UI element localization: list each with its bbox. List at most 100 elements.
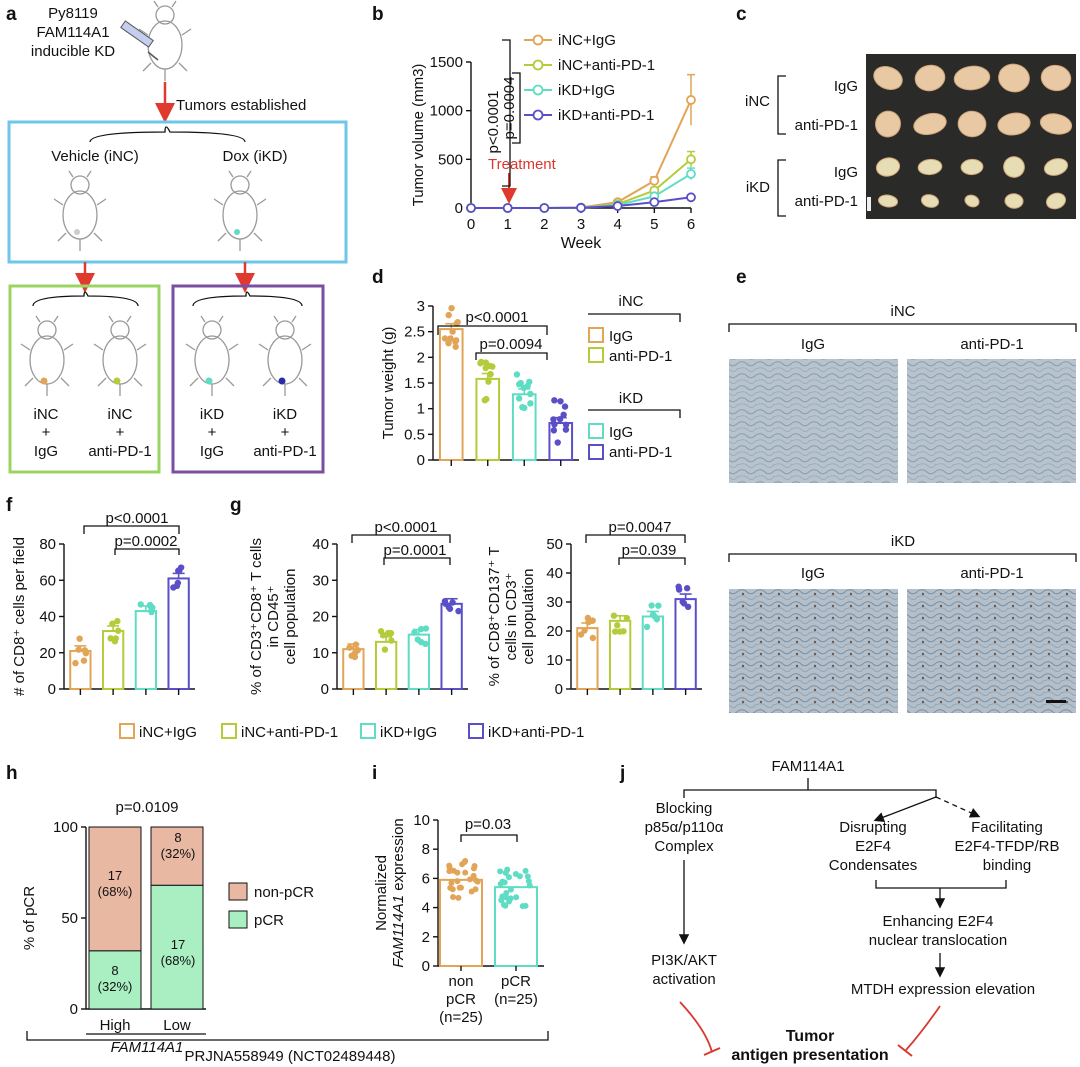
y-tick-label: 40 [39,609,56,626]
panel-j-letter: j [619,763,625,784]
data-point [505,874,512,881]
flow-node: antigen presentation [731,1047,888,1064]
data-point [516,873,523,880]
data-point [489,363,496,370]
brace [89,126,246,143]
panel-e: e iNC IgG anti-PD-1 iKD IgG anti-PD-1 [728,267,1077,713]
x-tick-label: pCR [446,991,476,1008]
y-tick-label: 0.5 [404,426,425,443]
tumor-dot [74,229,80,235]
data-point [449,599,456,606]
data-point [388,637,395,644]
bracket [777,159,786,217]
data-point [487,370,494,378]
row-label: IgG [834,78,858,95]
data-point [112,635,119,642]
col-label: IgG [801,565,825,582]
y-tick-label: 0 [555,681,563,698]
y-tick-label: 50 [546,536,563,553]
ihc-image [907,589,1076,713]
inhibit-arrow-icon [905,1005,941,1051]
tumor-dot [40,377,48,385]
data-point [584,614,592,622]
y-tick-label: 1 [417,401,425,418]
y-tick-label: 0 [321,681,329,698]
y-tick-label: 2 [422,929,430,946]
bar [167,577,190,690]
legend-marker [532,84,544,96]
tumor-dot [234,229,240,235]
y-axis-label: Normalized [373,855,390,931]
flow-node: FAM114A1 [771,758,844,775]
data-point [482,359,489,366]
data-point [446,868,453,875]
data-point [107,635,114,642]
data-point [686,154,696,165]
bar-segment [150,884,204,1010]
data-point [556,415,564,423]
panel-e-letter: e [736,267,747,288]
chart-g1: 0 10 20 30 40 % of CD3⁺CD8⁺ T cells in CD45⁺ ce… [248,536,468,698]
col-label: anti-PD-1 [960,336,1023,353]
panel-g: g 0 10 20 30 40 % of CD3⁺CD8⁺ T cells in CD45⁺… [230,495,702,698]
x-tick-label: 3 [577,216,585,233]
legend-label: iNC+anti-PD-1 [241,724,338,741]
data-point [80,657,88,664]
y-tick-label: 40 [546,565,563,582]
panel-j: j FAM114A1 Blocking p85α/p110α Complex D… [619,758,1060,1064]
data-point [75,646,82,653]
tumor-sample [875,157,901,177]
mouse-icon [185,315,239,397]
legend-label: iKD+anti-PD-1 [558,107,654,124]
panel-c: c IgG anti-PD-1 IgG anti-PD-1 iNC iKD [736,4,1076,219]
p-value: p=0.0094 [480,336,543,353]
x-tick-label: pCR [501,973,531,990]
legend-label: iKD+IgG [558,82,615,99]
data-point [456,884,463,891]
data-point [649,611,657,618]
legend-group: iNC [619,293,644,310]
y-tick-label: 20 [312,609,329,626]
flow-node: PI3K/AKT [651,952,717,969]
data-point [524,873,531,880]
data-point [441,335,449,342]
legend-label: iNC+IgG [558,32,616,49]
y-tick-label: 0 [417,452,425,469]
data-point [589,634,597,642]
y-tick-label: 10 [413,812,430,829]
y-tick-label: 1500 [430,54,463,71]
panel-c-letter: c [736,4,747,25]
bracket [683,789,937,798]
x-axis-label: Week [561,235,603,252]
bracket [475,352,548,360]
y-tick-label: 3 [417,298,425,315]
legend-swatch [221,723,237,739]
x-tick-label: 5 [650,216,658,233]
flow-node: Condensates [829,857,917,874]
tumor-sample [877,194,899,208]
data-point [589,617,596,624]
bracket [83,525,180,534]
data-point [527,400,534,407]
x-tick-label: 4 [613,216,621,233]
data-point [450,867,457,874]
legend-group: iKD [619,390,643,407]
data-point [114,617,121,625]
data-point [519,403,526,411]
mouse-label-line2: FAM114A1 [36,24,109,41]
y-tick-label: 30 [546,594,563,611]
legend-swatch [228,910,248,929]
p-value: p=0.0002 [115,533,178,550]
data-point [655,602,662,609]
legend-label: iNC+anti-PD-1 [558,57,655,74]
data-point [454,878,461,885]
tumor-sample [914,64,946,92]
y-tick-label: 6 [422,870,430,887]
mouse-label-line3: inducible KD [31,43,115,60]
panel-f: f 0 20 40 60 80 # of CD8⁺ cells per field p<0… [6,495,195,698]
y-tick-label: 40 [312,536,329,553]
panel-g-letter: g [230,495,242,516]
data-point [561,403,569,410]
